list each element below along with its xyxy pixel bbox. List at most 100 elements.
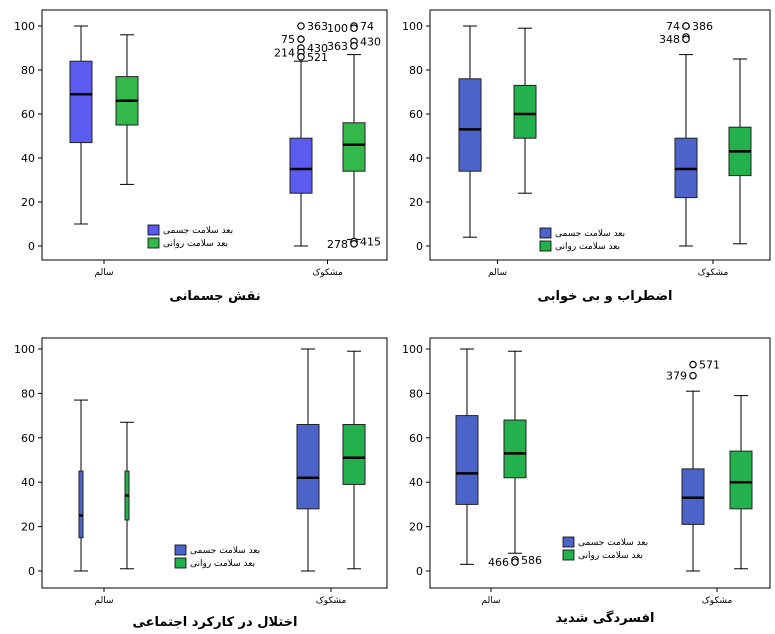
outlier-point: [350, 24, 358, 33]
outlier-point: [297, 52, 305, 61]
outlier-point: [689, 371, 697, 380]
box-mental-2: [729, 395, 753, 570]
outlier-point: [297, 22, 305, 30]
legend-label: بعد سلامت جسمی: [190, 546, 260, 556]
y-tick-label: 40: [21, 152, 35, 165]
outlier-label: 521: [307, 51, 328, 64]
chart-title: اضطراب و بی خوابی: [538, 289, 673, 304]
y-tick-label: 60: [21, 432, 35, 445]
y-tick-label: 60: [21, 108, 35, 121]
legend-label: بعد سلامت جسمی: [163, 226, 233, 236]
outlier-label: 363: [327, 40, 348, 53]
plot-frame: [41, 337, 388, 589]
outlier-label: 379: [666, 370, 687, 383]
outlier-label: 278: [327, 238, 348, 251]
box-physical-2: 571 379: [666, 359, 720, 572]
outlier-label: 571: [699, 359, 720, 372]
category-label: مشکوک: [316, 595, 347, 606]
outlier-label: 386: [692, 20, 713, 33]
chart-panel-4: 0 20 40 60 80 100 سالم مشکوک 571 379 586 466 بعد سلا…: [402, 337, 771, 626]
y-tick-label: 100: [402, 20, 423, 33]
legend-swatch: [147, 224, 160, 236]
legend-swatch: [539, 240, 552, 252]
legend-swatch: [147, 237, 160, 249]
box-physical-1: [458, 25, 482, 238]
box-mental-1: 586 466: [488, 350, 542, 569]
legend: بعد سلامت جسمی بعد سلامت روانی: [174, 544, 260, 569]
y-tick-label: 20: [409, 196, 423, 209]
category-label: سالم: [481, 596, 500, 606]
box-body: [503, 419, 527, 479]
box-mental-1: [120, 421, 134, 570]
outlier-label: 466: [488, 556, 509, 569]
outlier-label: 363: [307, 20, 328, 33]
legend-swatch: [562, 536, 575, 548]
y-tick-label: 20: [21, 521, 35, 534]
box-body: [342, 423, 366, 485]
category-label: مشکوک: [702, 595, 733, 606]
outlier-point: [689, 360, 697, 369]
outlier-point: [297, 35, 305, 44]
y-tick-label: 80: [409, 387, 423, 400]
y-tick-label: 40: [409, 476, 423, 489]
box-body: [455, 415, 479, 505]
box-mental-1: [115, 34, 139, 185]
legend-label: بعد سلامت جسمی: [555, 229, 625, 239]
box-body: [513, 84, 537, 139]
outlier-label: 586: [521, 554, 542, 567]
box-physical-1: [455, 348, 479, 565]
category-label: مشکوک: [312, 267, 343, 278]
legend-label: بعد سلامت روانی: [163, 239, 228, 249]
y-tick-label: 60: [409, 432, 423, 445]
outlier-label: 214: [274, 46, 295, 59]
y-tick-label: 80: [21, 64, 35, 77]
box-physical-2: [296, 348, 320, 572]
box-physical-2: 363 75 430 214 521: [274, 20, 328, 247]
category-label: مشکوک: [698, 267, 729, 278]
legend-swatch: [539, 227, 552, 239]
box-body: [78, 470, 84, 539]
y-tick-label: 80: [21, 387, 35, 400]
legend-swatch: [562, 549, 575, 561]
box-body: [69, 60, 93, 144]
chart-panel-1: 0 20 40 60 80 100 سالم مشکوک 363 75 430 214 521 74 100…: [14, 9, 388, 304]
box-body: [289, 137, 313, 194]
outlier-point: [682, 35, 690, 44]
outlier-label: 348: [659, 33, 680, 46]
y-tick-label: 0: [416, 565, 423, 578]
category-label: سالم: [94, 268, 113, 278]
legend-label: بعد سلامت جسمی: [578, 538, 648, 548]
box-mental-1: [513, 27, 537, 194]
legend-label: بعد سلامت روانی: [190, 559, 255, 569]
legend: بعد سلامت جسمی بعد سلامت روانی: [147, 224, 233, 249]
category-label: سالم: [488, 268, 507, 278]
box-body: [342, 122, 366, 172]
y-tick-label: 0: [28, 240, 35, 253]
outlier-point: [511, 558, 519, 566]
outlier-label: 100: [327, 22, 348, 35]
legend: بعد سلامت جسمی بعد سلامت روانی: [562, 536, 648, 561]
y-tick-label: 100: [14, 20, 35, 33]
outlier-label: 415: [360, 236, 381, 249]
outlier-label: 74: [666, 20, 680, 33]
outlier-label: 430: [360, 35, 381, 48]
chart-title: نقش جسمانی: [169, 289, 260, 304]
outlier-label: 430: [307, 42, 328, 55]
legend-label: بعد سلامت روانی: [555, 242, 620, 252]
box-body: [729, 450, 753, 510]
outlier-point: [350, 41, 358, 50]
y-tick-label: 100: [14, 343, 35, 356]
legend-swatch: [174, 557, 187, 569]
y-tick-label: 40: [409, 152, 423, 165]
plot-frame: [429, 9, 771, 261]
box-body: [296, 423, 320, 510]
plot-frame: [429, 337, 771, 589]
chart-title: اختلال در کارکرد اجتماعی: [132, 615, 297, 630]
y-tick-label: 20: [21, 196, 35, 209]
y-tick-label: 80: [409, 64, 423, 77]
box-physical-1: [69, 25, 93, 225]
legend-label: بعد سلامت روانی: [578, 551, 643, 561]
plot-frame: [41, 9, 388, 261]
